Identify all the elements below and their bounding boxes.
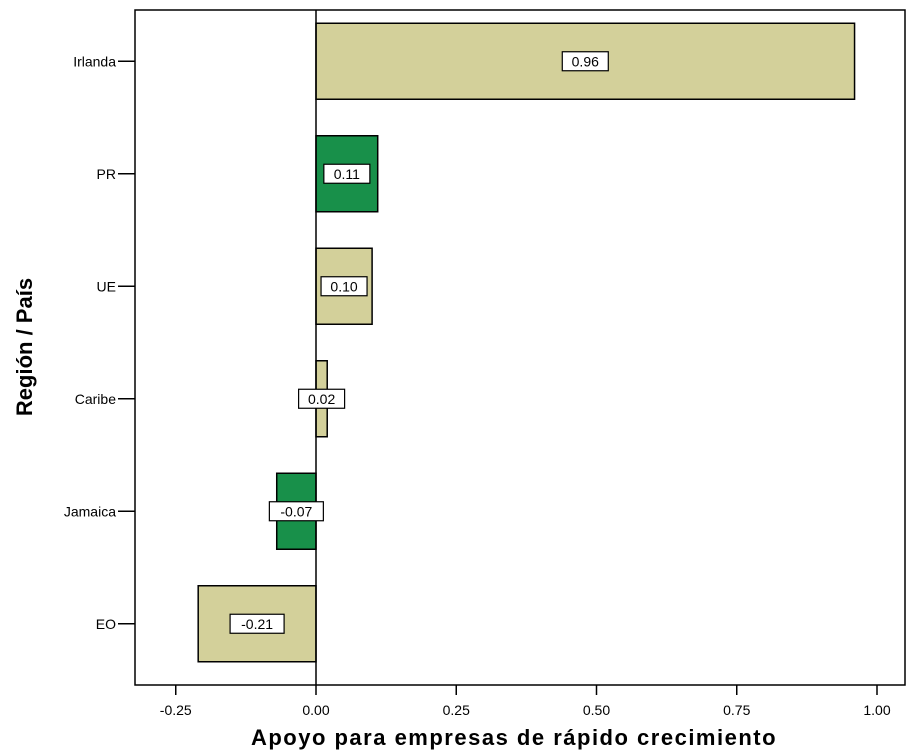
data-label-box xyxy=(298,388,346,409)
data-label: 0.96 xyxy=(561,51,609,72)
data-label-text: 0.02 xyxy=(308,391,335,407)
data-label: -0.07 xyxy=(268,501,324,522)
data-label-text: 0.11 xyxy=(334,166,360,182)
data-label-box xyxy=(323,163,371,184)
data-label: 0.10 xyxy=(320,276,368,297)
data-label-text: -0.07 xyxy=(280,503,312,519)
x-tick-label: 0.50 xyxy=(583,702,610,718)
data-label-text: -0.21 xyxy=(241,616,273,632)
y-tick-label: Caribe xyxy=(75,391,116,407)
x-tick-label: 0.00 xyxy=(302,702,329,718)
data-label-box xyxy=(320,276,368,297)
plot-frame xyxy=(134,9,906,686)
x-axis-title: Apoyo para empresas de rápido crecimient… xyxy=(251,725,777,750)
y-tick-label: Irlanda xyxy=(73,53,116,69)
data-label-box xyxy=(561,51,609,72)
y-axis-title: Región / País xyxy=(12,278,37,416)
data-label: -0.21 xyxy=(229,613,285,634)
data-label: 0.11 xyxy=(323,163,371,184)
y-tick-label: UE xyxy=(97,278,116,294)
x-tick-label: -0.25 xyxy=(160,702,192,718)
data-label-box xyxy=(229,613,285,634)
data-label-text: 0.96 xyxy=(572,53,599,69)
x-tick-label: 1.00 xyxy=(863,702,890,718)
y-tick-label: PR xyxy=(97,166,116,182)
data-labels-group: 0.96 0.11 0.10 0.02 -0.07 -0.21 xyxy=(229,51,609,634)
x-axis: -0.25 0.00 0.25 0.50 0.75 1.00 xyxy=(160,685,891,718)
x-tick-label: 0.25 xyxy=(443,702,470,718)
y-axis: Irlanda PR UE Caribe Jamaica EO xyxy=(64,53,135,632)
x-tick-label: 0.75 xyxy=(723,702,750,718)
y-tick-label: EO xyxy=(96,616,116,632)
y-tick-label: Jamaica xyxy=(64,503,116,519)
data-label-box xyxy=(268,501,324,522)
data-label: 0.02 xyxy=(298,388,346,409)
data-label-text: 0.10 xyxy=(330,278,357,294)
